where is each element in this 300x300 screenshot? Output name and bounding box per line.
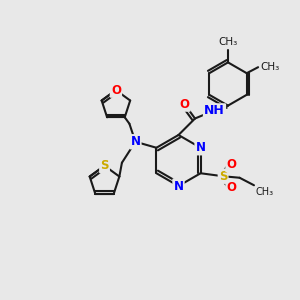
Text: N: N [173, 179, 184, 193]
Text: N: N [196, 141, 206, 154]
Text: O: O [226, 181, 236, 194]
Text: CH₃: CH₃ [260, 62, 279, 72]
Text: O: O [111, 84, 121, 97]
Text: O: O [179, 98, 190, 111]
Text: S: S [219, 170, 227, 183]
Text: N: N [130, 135, 140, 148]
Text: S: S [100, 159, 109, 172]
Text: NH: NH [204, 104, 225, 118]
Text: CH₃: CH₃ [256, 187, 274, 197]
Text: O: O [226, 158, 236, 171]
Text: CH₃: CH₃ [218, 38, 238, 47]
